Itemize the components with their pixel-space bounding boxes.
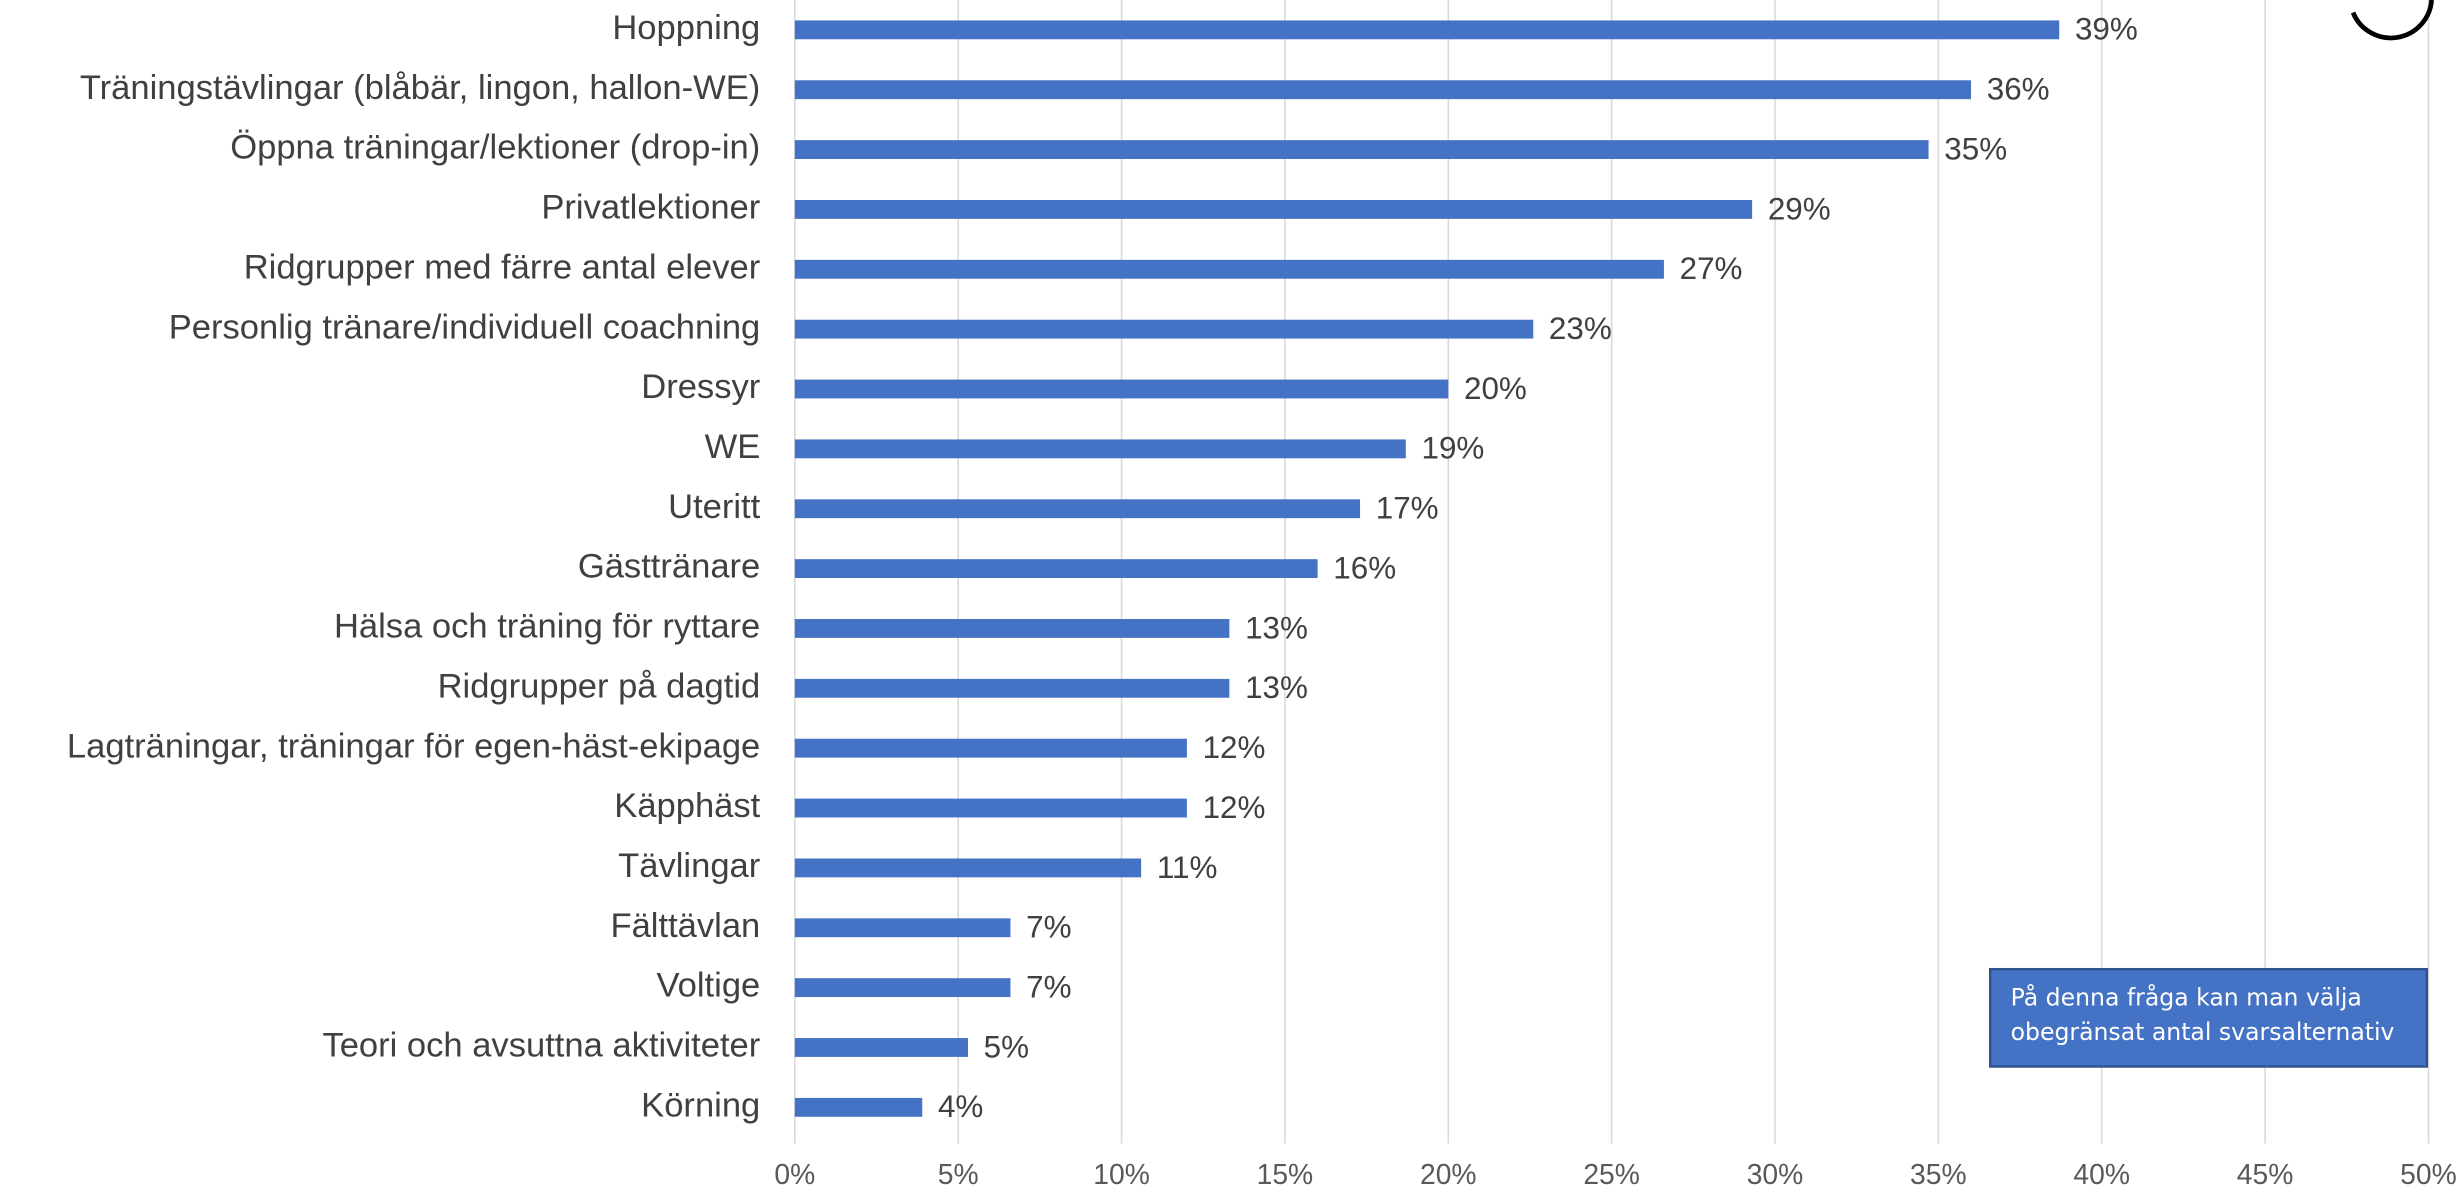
category-label: Voltige [657,967,761,1005]
x-tick-label: 35% [1910,1158,1967,1190]
category-label: Ridgrupper på dagtid [438,667,761,705]
category-label: Hoppning [612,9,760,47]
bar [794,798,1187,818]
x-tick-label: 30% [1747,1158,1804,1190]
bar [794,80,1972,100]
bar [794,678,1230,698]
bar [794,200,1753,219]
value-label: 12% [1203,730,1266,765]
bar [794,738,1187,758]
x-tick-label: 45% [2237,1158,2294,1190]
category-label: Personlig tränare/individuell coachning [169,308,761,346]
category-label: WE [705,428,761,466]
category-label: Teori och avsuttna aktiviteter [322,1027,760,1065]
category-label: Dressyr [641,368,760,406]
bar [794,379,1449,399]
value-label: 16% [1333,550,1396,585]
value-label: 13% [1245,610,1308,645]
note-text: obegränsat antal svarsalternativ [2011,1018,2395,1046]
bar [794,1097,923,1117]
category-label: Tävlingar [618,847,760,885]
value-label: 17% [1376,491,1439,526]
note-box [1989,967,2429,1068]
bar [794,439,1406,459]
value-label: 20% [1464,371,1527,406]
logo [2350,0,2434,41]
bar [794,619,1230,638]
bar [794,140,1929,159]
value-label: 7% [1026,910,1071,945]
category-label: Käpphäst [614,787,760,825]
category-label: Körning [641,1086,760,1124]
value-label: 23% [1549,311,1612,346]
value-label: 27% [1680,251,1743,286]
category-label: Fälttävlan [610,907,760,945]
value-label: 4% [938,1089,983,1124]
value-label: 36% [1987,72,2050,107]
x-tick-label: 25% [1583,1158,1640,1190]
value-label: 29% [1768,191,1831,226]
value-label: 13% [1245,670,1308,705]
x-tick-label: 5% [938,1158,979,1190]
bar [794,259,1664,279]
bar [794,559,1318,579]
category-label: Träningstävlingar (blåbär, lingon, hallo… [80,69,760,107]
x-tick-label: 10% [1093,1158,1150,1190]
x-tick-label: 40% [2073,1158,2130,1190]
category-label: Privatlektioner [541,189,760,227]
category-label: Öppna träningar/lektioner (drop-in) [230,129,760,167]
x-tick-label: 15% [1257,1158,1314,1190]
category-label: Ridgrupper med färre antal elever [244,248,761,286]
bar [794,858,1142,878]
bar [794,918,1011,938]
value-label: 12% [1203,790,1266,825]
x-tick-label: 0% [774,1158,815,1190]
value-label: 35% [1944,131,2007,166]
bar [794,499,1361,519]
bar [794,319,1534,339]
bar [794,1038,968,1057]
category-label: Gästtränare [578,548,760,586]
category-label: Lagträningar, träningar för egen-häst-ek… [67,727,760,765]
category-label: Uteritt [668,488,761,526]
value-label: 5% [984,1029,1029,1064]
x-tick-label: 50% [2400,1158,2457,1190]
value-label: 19% [1422,431,1485,466]
value-label: 39% [2075,12,2138,47]
bar [794,20,2060,40]
value-label: 11% [1157,850,1218,885]
x-tick-label: 20% [1420,1158,1477,1190]
bar [794,978,1011,998]
note-text: På denna fråga kan man välja [2011,983,2362,1011]
value-label: 7% [1026,969,1071,1004]
category-label: Hälsa och träning för ryttare [334,608,760,646]
